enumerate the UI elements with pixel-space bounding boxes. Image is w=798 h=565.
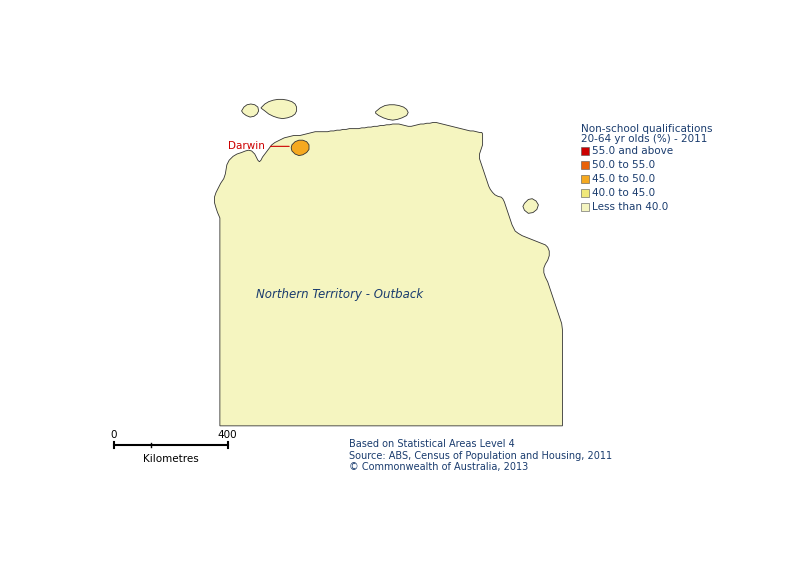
- Text: Darwin: Darwin: [228, 141, 289, 151]
- Text: 50.0 to 55.0: 50.0 to 55.0: [592, 160, 655, 170]
- Polygon shape: [215, 123, 563, 426]
- Text: Northern Territory - Outback: Northern Territory - Outback: [256, 289, 424, 302]
- Text: 20-64 yr olds (%) - 2011: 20-64 yr olds (%) - 2011: [581, 134, 707, 145]
- Bar: [581, 203, 589, 211]
- Text: 45.0 to 50.0: 45.0 to 50.0: [592, 174, 655, 184]
- Text: Non-school qualifications: Non-school qualifications: [581, 124, 713, 134]
- Polygon shape: [376, 105, 409, 120]
- Text: 40.0 to 45.0: 40.0 to 45.0: [592, 188, 655, 198]
- Bar: [581, 175, 589, 183]
- Polygon shape: [291, 140, 309, 155]
- Polygon shape: [261, 99, 297, 119]
- Bar: [581, 162, 589, 169]
- Text: Less than 40.0: Less than 40.0: [592, 202, 668, 212]
- Bar: [581, 147, 589, 155]
- Text: 55.0 and above: 55.0 and above: [592, 146, 673, 157]
- Text: 400: 400: [218, 430, 238, 440]
- Text: 0: 0: [110, 430, 117, 440]
- Text: Kilometres: Kilometres: [143, 454, 199, 464]
- Text: Based on Statistical Areas Level 4
Source: ABS, Census of Population and Housing: Based on Statistical Areas Level 4 Sourc…: [350, 439, 612, 472]
- Polygon shape: [242, 104, 259, 117]
- Bar: [581, 189, 589, 197]
- Polygon shape: [523, 199, 539, 214]
